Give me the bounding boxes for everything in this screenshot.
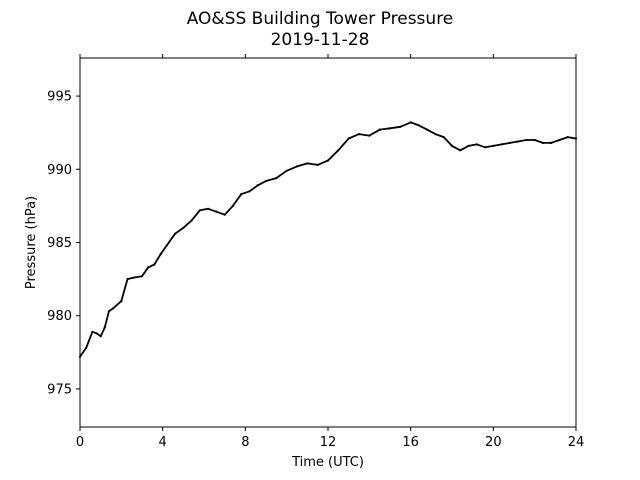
data-point xyxy=(566,136,569,139)
data-point xyxy=(399,125,402,128)
data-point xyxy=(190,219,193,222)
x-tick-label: 4 xyxy=(159,435,167,450)
data-point xyxy=(357,133,361,136)
data-point xyxy=(153,263,156,266)
data-point xyxy=(215,210,218,213)
chart-subtitle: 2019-11-28 xyxy=(271,30,370,50)
data-point xyxy=(409,121,412,124)
data-point xyxy=(426,128,429,131)
y-tick-label: 985 xyxy=(47,236,72,251)
data-point xyxy=(525,138,528,142)
data-point xyxy=(442,136,445,139)
data-point xyxy=(306,162,309,165)
data-point xyxy=(112,307,115,310)
data-point xyxy=(99,335,102,338)
x-tick-label: 24 xyxy=(568,435,585,450)
data-point xyxy=(264,179,268,183)
y-tick-label: 980 xyxy=(47,309,72,324)
data-point xyxy=(450,144,454,147)
data-point xyxy=(337,149,340,152)
data-point xyxy=(182,226,185,229)
data-point xyxy=(240,193,243,196)
y-axis-label: Pressure (hPa) xyxy=(24,196,39,289)
data-point xyxy=(285,169,288,172)
y-tick-label: 990 xyxy=(47,163,72,178)
axis-ticks: 0 4 8 12 16 20 24 975 980 985 990 995 xyxy=(47,54,584,450)
data-point xyxy=(326,159,330,162)
data-point xyxy=(533,138,536,142)
data-point xyxy=(347,137,350,140)
data-point xyxy=(417,124,420,127)
data-point xyxy=(574,137,578,140)
data-point xyxy=(174,232,177,235)
data-point xyxy=(467,144,470,147)
data-point xyxy=(207,207,210,210)
data-point xyxy=(508,141,511,144)
data-point xyxy=(91,330,94,333)
x-axis-label: Time (UTC) xyxy=(291,455,364,470)
data-point xyxy=(231,204,234,207)
pressure-line xyxy=(79,121,577,358)
data-point xyxy=(500,143,503,146)
data-point xyxy=(517,140,520,143)
data-point xyxy=(223,213,226,216)
data-point xyxy=(541,141,545,144)
data-point xyxy=(295,165,299,168)
data-point xyxy=(78,355,82,358)
data-point xyxy=(147,266,150,269)
data-point xyxy=(459,149,462,152)
data-point xyxy=(248,190,251,193)
data-point xyxy=(159,253,162,256)
data-point xyxy=(275,177,278,180)
data-point xyxy=(378,128,381,131)
data-point xyxy=(475,143,478,146)
data-point xyxy=(85,346,88,349)
data-point xyxy=(140,275,144,278)
x-tick-label: 16 xyxy=(402,435,419,450)
data-point xyxy=(103,326,106,329)
data-point xyxy=(550,141,553,144)
plot-area xyxy=(79,57,577,428)
data-point xyxy=(388,127,392,130)
data-point xyxy=(316,163,319,166)
data-point xyxy=(126,278,129,281)
data-point xyxy=(492,144,495,147)
data-point xyxy=(256,184,259,187)
data-point xyxy=(558,138,561,142)
x-tick-label: 0 xyxy=(76,435,84,450)
data-point xyxy=(107,310,110,313)
x-tick-label: 20 xyxy=(485,435,502,450)
y-tick-label: 995 xyxy=(47,90,72,105)
data-point xyxy=(368,134,371,137)
x-tick-label: 12 xyxy=(320,435,337,450)
data-point xyxy=(198,209,201,212)
data-point xyxy=(484,146,487,149)
chart-title: AO&SS Building Tower Pressure xyxy=(187,9,454,29)
data-point xyxy=(434,133,437,136)
data-point xyxy=(95,332,98,335)
x-tick-label: 8 xyxy=(241,435,249,450)
y-tick-label: 975 xyxy=(47,382,72,397)
data-point xyxy=(165,244,168,247)
data-point xyxy=(120,300,123,303)
series-layer xyxy=(78,121,578,358)
data-point xyxy=(132,276,135,279)
